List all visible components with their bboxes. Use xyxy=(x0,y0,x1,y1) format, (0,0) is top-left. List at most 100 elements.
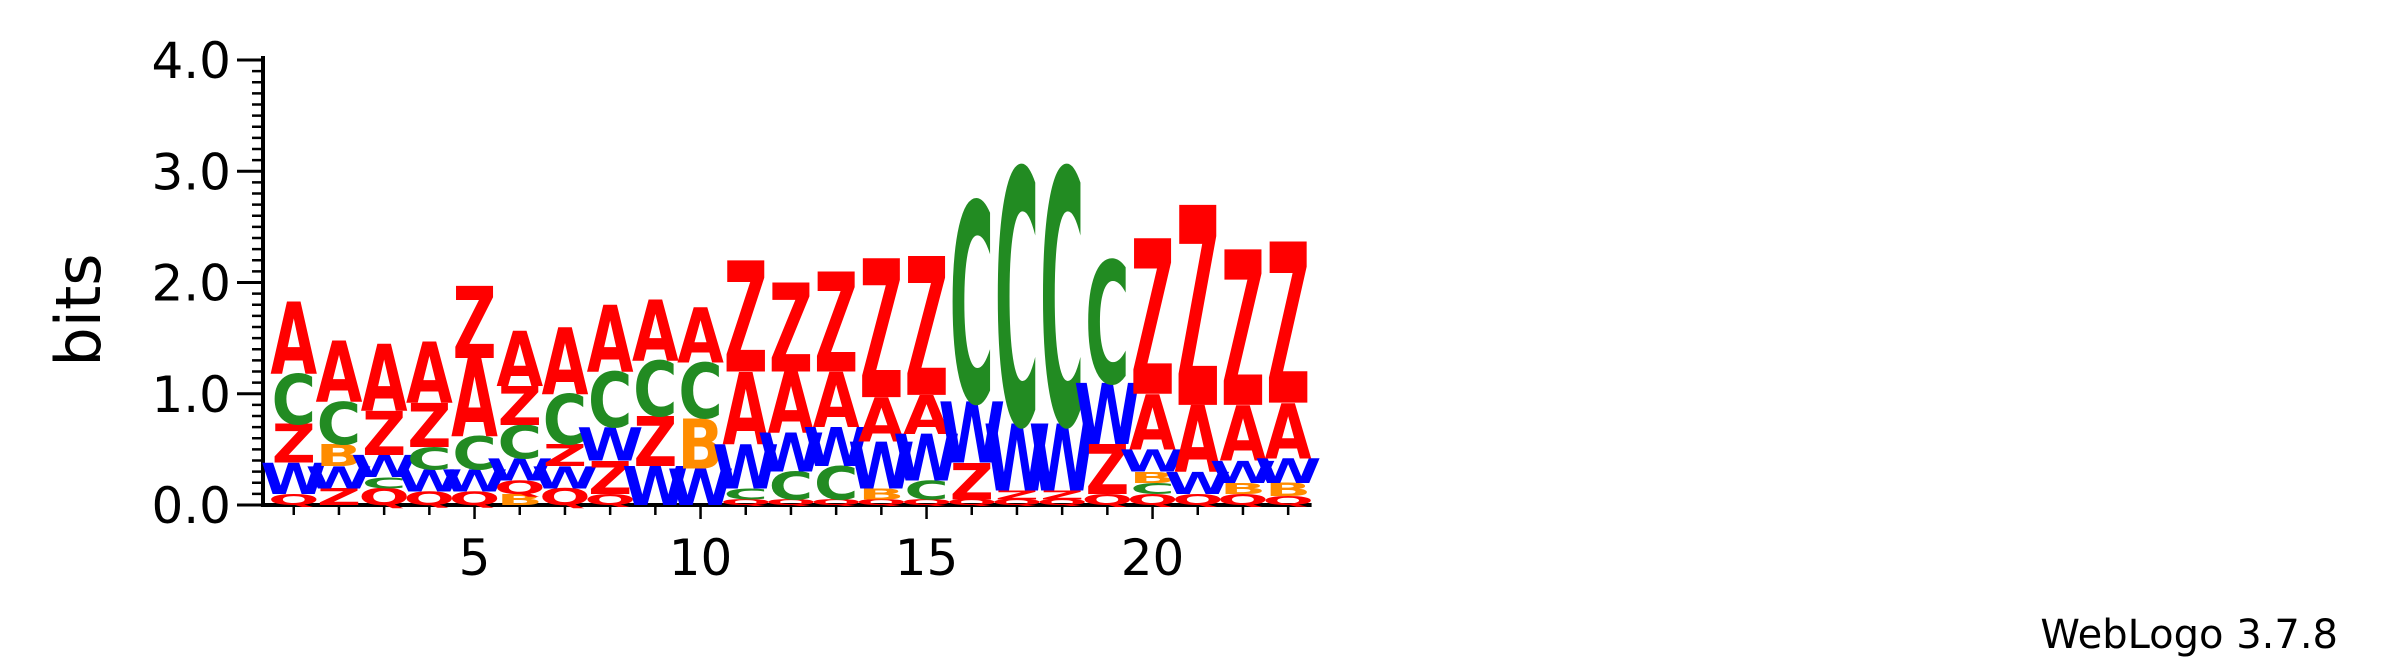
glyph-A: A xyxy=(813,357,860,446)
glyph-C: C xyxy=(769,464,813,509)
glyph-Z: Z xyxy=(1085,431,1129,511)
glyph-A: A xyxy=(1129,380,1176,469)
glyph-A: A xyxy=(768,356,815,454)
x-tick-label: 15 xyxy=(895,529,959,587)
glyph-B: B xyxy=(1265,479,1311,500)
glyph-C: C xyxy=(543,381,587,461)
glyph-Z: Z xyxy=(950,453,994,512)
glyph-W: W xyxy=(848,429,915,504)
glyph-W: W xyxy=(577,418,644,472)
glyph-C: C xyxy=(950,147,994,466)
glyph-Z: Z xyxy=(995,489,1039,503)
glyph-W: W xyxy=(1119,444,1186,479)
glyph-Q: Q xyxy=(539,484,590,511)
glyph-Q: Q xyxy=(584,491,635,509)
glyph-Q: Q xyxy=(1217,491,1268,509)
glyph-Z: Z xyxy=(1040,489,1084,503)
weblogo-credit: WebLogo 3.7.8 xyxy=(2040,612,2338,658)
glyph-A: A xyxy=(270,283,317,398)
glyph-A: A xyxy=(858,386,905,456)
glyph-Q: Q xyxy=(1172,491,1223,509)
glyph-A: A xyxy=(451,339,498,462)
glyph-C: C xyxy=(1040,100,1084,507)
glyph-Q: Q xyxy=(268,491,319,509)
glyph-Q: Q xyxy=(1082,491,1133,509)
glyph-Q: Q xyxy=(901,498,952,507)
glyph-W: W xyxy=(984,407,1051,513)
glyph-B: B xyxy=(316,439,362,474)
glyph-Z: Z xyxy=(724,231,768,408)
x-axis: 5 10 15 20 xyxy=(263,503,1312,587)
glyph-C: C xyxy=(814,457,858,511)
glyph-A: A xyxy=(316,325,363,423)
y-tick-label: 0.0 xyxy=(151,477,231,535)
y-axis-title: bits xyxy=(42,253,115,366)
glyph-Q: Q xyxy=(765,498,816,507)
y-tick-label: 4.0 xyxy=(151,32,231,90)
glyph-W: W xyxy=(803,417,870,479)
glyph-C: C xyxy=(362,474,406,492)
glyph-C: C xyxy=(588,357,632,446)
glyph-W: W xyxy=(1029,407,1096,513)
glyph-A: A xyxy=(542,310,589,416)
glyph-W: W xyxy=(622,456,689,518)
glyph-Q: Q xyxy=(856,498,907,507)
y-tick-label: 2.0 xyxy=(151,255,231,313)
glyph-Z: Z xyxy=(453,268,497,383)
y-axis: 0.0 1.0 2.0 3.0 4.0 xyxy=(151,32,265,535)
glyph-Q: Q xyxy=(404,488,455,509)
glyph-Q: Q xyxy=(1127,491,1178,509)
glyph-W: W xyxy=(396,464,463,499)
glyph-A: A xyxy=(677,293,724,382)
glyph-W: W xyxy=(532,461,599,496)
glyph-Z: Z xyxy=(362,400,406,470)
x-tick-label: 10 xyxy=(669,529,733,587)
glyph-C: C xyxy=(904,475,948,505)
glyph-C: C xyxy=(272,361,316,441)
glyph-Q: Q xyxy=(449,488,500,509)
glyph-W: W xyxy=(938,386,1005,484)
glyph-A: A xyxy=(587,288,634,394)
glyph-Q: Q xyxy=(810,498,861,507)
x-tick-label: 5 xyxy=(459,529,491,587)
glyph-Z: Z xyxy=(588,451,632,505)
glyph-Z: Z xyxy=(859,222,903,443)
glyph-W: W xyxy=(1210,455,1277,490)
glyph-A: A xyxy=(1220,391,1267,480)
glyph-A: A xyxy=(903,385,950,447)
glyph-Z: Z xyxy=(1221,206,1265,455)
glyph-Z: Z xyxy=(814,245,858,404)
glyph-Q: Q xyxy=(1036,498,1087,507)
glyph-B: B xyxy=(678,406,724,486)
glyph-Z: Z xyxy=(1131,195,1175,444)
glyph-B: B xyxy=(1220,480,1266,498)
glyph-W: W xyxy=(1074,367,1141,465)
glyph-A: A xyxy=(361,327,408,433)
glyph-Z: Z xyxy=(905,220,949,441)
glyph-C: C xyxy=(498,416,542,470)
glyph-C: C xyxy=(1130,480,1174,498)
glyph-Q: Q xyxy=(358,484,409,511)
glyph-A: A xyxy=(632,284,679,382)
glyph-C: C xyxy=(317,390,361,458)
glyph-C: C xyxy=(995,100,1039,507)
glyph-A: A xyxy=(722,353,769,468)
glyph-B: B xyxy=(858,486,904,504)
letter-stacks: QWZCAZWBCAQCWZAQWCZAQWCAZBQWCZAQWZCAQZWC… xyxy=(260,100,1321,518)
glyph-C: C xyxy=(633,346,677,435)
glyph-C: C xyxy=(724,486,768,504)
